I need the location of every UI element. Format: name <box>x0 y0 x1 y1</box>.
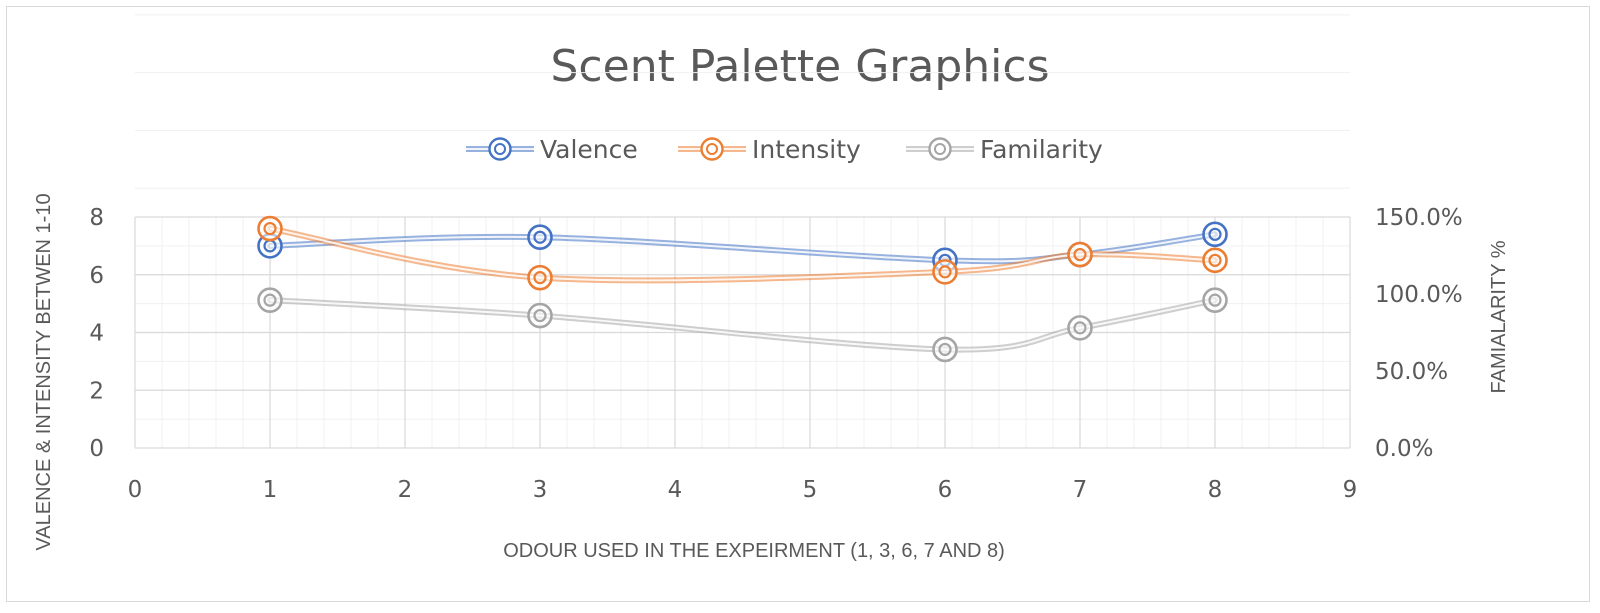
x-tick-label: 1 <box>263 477 278 503</box>
y2-tick-label: 50.0% <box>1375 359 1448 385</box>
y-tick-label: 8 <box>89 205 104 231</box>
legend: Valence Intensity Familarity <box>466 135 1103 164</box>
y2-axis-title: FAMIALARITY % <box>1488 240 1510 393</box>
legend-marker-inner <box>494 143 506 155</box>
legend-label: Valence <box>540 135 638 164</box>
marker-outer-ring <box>257 215 283 242</box>
marker-outer-ring <box>932 336 958 363</box>
series-line-inner <box>269 299 1216 351</box>
x-tick-label: 4 <box>668 477 683 503</box>
y2-tick-label: 0.0% <box>1375 436 1433 462</box>
legend-marker-outer <box>928 137 952 161</box>
data-point-intensity <box>257 215 283 242</box>
data-point-familarity <box>1202 287 1228 313</box>
y-axis-title: VALENCE & INTENSITY BETWEN 1-10 <box>33 193 55 550</box>
marker-inner-ring <box>263 221 277 236</box>
marker-inner-ring <box>533 308 547 323</box>
chart-title: Scent Palette Graphics <box>551 41 1050 92</box>
marker-outer-ring <box>1202 287 1228 313</box>
series-intensity <box>257 215 1228 291</box>
x-tick-label: 0 <box>128 477 143 503</box>
data-point-familarity <box>1067 315 1093 341</box>
y-tick-label: 6 <box>89 263 104 289</box>
marker-inner-ring <box>938 342 952 357</box>
legend-marker-outer <box>700 137 724 161</box>
marker-outer-ring <box>1202 247 1228 274</box>
y-tick-label: 4 <box>89 321 104 347</box>
marker-inner-ring <box>263 293 277 307</box>
marker-inner-ring <box>1073 321 1087 335</box>
x-tick-label: 6 <box>938 477 953 503</box>
legend-item-intensity: Intensity <box>678 135 861 164</box>
legend-item-valence: Valence <box>466 135 638 164</box>
y2-tick-label: 150.0% <box>1375 205 1463 231</box>
marker-inner-ring <box>938 265 952 279</box>
x-tick-label: 9 <box>1343 477 1358 503</box>
marker-outer-ring <box>1067 315 1093 341</box>
legend-item-familarity: Familarity <box>906 135 1103 164</box>
marker-outer-ring <box>527 224 553 251</box>
tick-labels: 0 1 2 3 4 5 6 7 8 9 0 2 4 6 8 0.0% 50.0% 100.0% 150.0% <box>89 205 1462 503</box>
marker-outer-ring <box>1202 221 1228 248</box>
x-tick-label: 8 <box>1208 477 1223 503</box>
legend-marker-inner <box>706 143 718 155</box>
marker-outer-ring <box>932 259 958 285</box>
data-point-valence <box>527 224 553 251</box>
series-layer <box>257 215 1228 363</box>
marker-outer-ring <box>527 302 553 329</box>
series-line-inner <box>269 227 1216 282</box>
marker-inner-ring <box>1208 227 1222 241</box>
marker-inner-ring <box>1208 253 1222 267</box>
data-point-intensity <box>1202 247 1228 274</box>
marker-outer-ring <box>527 264 553 291</box>
x-axis-title: ODOUR USED IN THE EXPEIRMENT (1, 3, 6, 7… <box>503 540 1005 562</box>
legend-label: Intensity <box>752 135 861 164</box>
data-point-familarity <box>257 287 283 313</box>
x-tick-label: 7 <box>1073 477 1088 503</box>
data-point-intensity <box>1067 241 1093 268</box>
y-tick-label: 0 <box>89 436 104 462</box>
legend-marker-inner <box>934 143 946 155</box>
data-point-intensity <box>932 259 958 285</box>
marker-inner-ring <box>533 271 547 285</box>
marker-outer-ring <box>1067 241 1093 268</box>
y2-tick-label: 100.0% <box>1375 282 1463 308</box>
x-tick-label: 3 <box>533 477 548 503</box>
data-point-familarity <box>527 302 553 329</box>
plot-grid <box>134 14 1351 449</box>
legend-marker-outer <box>488 137 512 161</box>
data-point-valence <box>1202 221 1228 248</box>
series-familarity <box>257 287 1228 363</box>
marker-inner-ring <box>1073 247 1087 262</box>
marker-inner-ring <box>533 230 547 244</box>
x-tick-label: 2 <box>398 477 413 503</box>
marker-outer-ring <box>257 287 283 313</box>
legend-label: Familarity <box>980 135 1103 164</box>
data-point-intensity <box>527 264 553 291</box>
marker-inner-ring <box>1208 293 1222 307</box>
data-point-familarity <box>932 336 958 363</box>
x-tick-label: 5 <box>803 477 818 503</box>
y-tick-label: 2 <box>89 378 104 404</box>
